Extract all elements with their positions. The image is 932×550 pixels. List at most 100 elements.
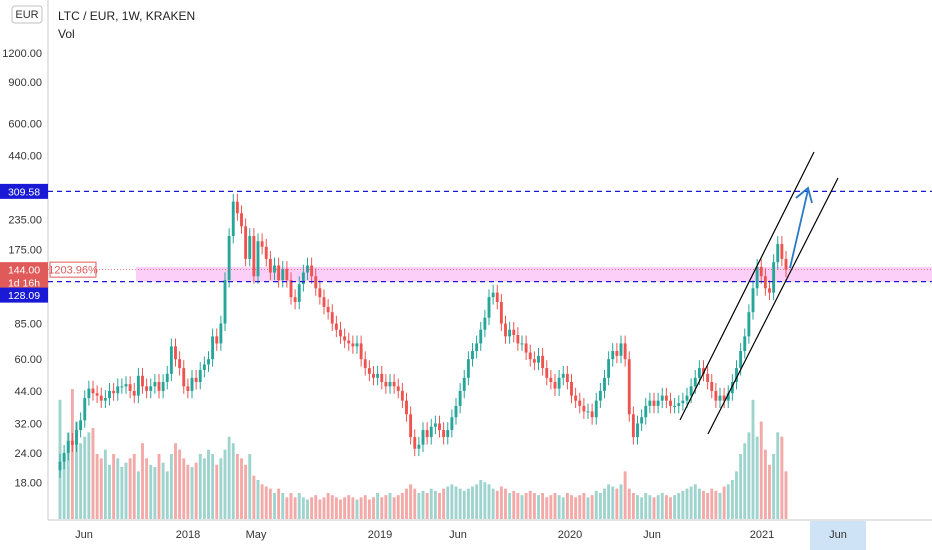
candle[interactable] [95,393,99,396]
candle[interactable] [363,359,367,369]
candle[interactable] [537,355,540,363]
candle[interactable] [487,297,491,318]
candle[interactable] [124,384,128,387]
candle[interactable] [306,265,309,273]
candle[interactable] [351,343,355,347]
candle[interactable] [627,359,631,415]
upper-level-label[interactable] [0,183,48,199]
candle[interactable] [755,266,759,289]
candle[interactable] [458,390,462,406]
candle[interactable] [532,359,536,363]
candle[interactable] [211,336,215,360]
candle[interactable] [186,386,190,391]
candle[interactable] [244,226,248,259]
candle[interactable] [252,236,256,277]
candle[interactable] [706,373,710,382]
candle[interactable] [516,335,520,344]
candle[interactable] [141,375,144,387]
candle[interactable] [673,405,677,407]
channel-upper-line[interactable] [679,151,815,421]
candle[interactable] [631,414,635,438]
candle[interactable] [780,244,784,259]
candle[interactable] [256,241,260,277]
candle[interactable] [433,423,437,427]
candle[interactable] [219,323,223,344]
candle[interactable] [636,423,639,438]
candle[interactable] [656,400,660,406]
candle[interactable] [648,400,652,406]
candle[interactable] [215,336,219,344]
candle[interactable] [607,359,611,378]
candle[interactable] [58,461,62,471]
candle[interactable] [619,343,623,356]
candle[interactable] [669,400,672,406]
currency-badge[interactable] [11,5,43,24]
candle[interactable] [301,272,305,285]
candle[interactable] [598,390,602,401]
candle[interactable] [268,258,272,273]
candle[interactable] [751,288,755,313]
candle[interactable] [739,350,743,369]
candle[interactable] [79,420,83,431]
candle[interactable] [615,350,619,356]
candle[interactable] [169,346,173,374]
current-price-label[interactable] [0,262,48,291]
candle[interactable] [512,329,516,336]
projection-arrow[interactable] [789,189,809,269]
candle[interactable] [784,258,788,270]
candle[interactable] [359,343,363,360]
candle[interactable] [611,350,615,360]
candle[interactable] [574,395,578,401]
candle[interactable] [545,368,549,378]
candle[interactable] [714,390,718,401]
candle[interactable] [355,343,359,347]
candle[interactable] [644,405,648,418]
candle[interactable] [326,306,330,313]
candle[interactable] [273,265,276,273]
candle[interactable] [483,317,487,330]
candle[interactable] [557,377,561,389]
candle[interactable] [174,346,177,360]
candle[interactable] [136,375,140,396]
candle[interactable] [194,377,198,382]
candle[interactable] [75,430,78,445]
candle[interactable] [190,377,194,391]
candle[interactable] [396,386,400,391]
candle[interactable] [710,381,714,391]
candle[interactable] [116,386,120,394]
candle[interactable] [388,381,392,387]
candle[interactable] [652,400,656,406]
candle[interactable] [582,405,586,412]
candle[interactable] [718,395,722,401]
candles[interactable] [58,193,788,478]
candle[interactable] [103,398,107,401]
candle[interactable] [689,386,693,396]
candle[interactable] [479,329,483,344]
candle[interactable] [590,411,594,418]
candle[interactable] [314,276,318,289]
candle[interactable] [87,388,91,399]
candle[interactable] [685,395,689,401]
lower-level-label[interactable] [0,287,48,303]
candle[interactable] [421,430,425,445]
x-axis[interactable]: Jun 2018 May 2019 Jun 2020 Jun 2021 Jun [75,521,866,550]
candle[interactable] [62,452,66,462]
candle[interactable] [207,359,210,365]
candle[interactable] [281,268,285,281]
candle[interactable] [277,265,281,281]
candle[interactable] [466,359,470,378]
candle[interactable] [145,386,149,391]
candle[interactable] [83,398,87,421]
candle[interactable] [660,395,664,401]
candle[interactable] [165,373,169,382]
candle[interactable] [561,373,565,378]
candle[interactable] [248,236,252,259]
candle[interactable] [776,244,780,263]
candle[interactable] [400,390,404,401]
candle[interactable] [471,350,474,360]
candle[interactable] [726,393,730,401]
candle[interactable] [70,440,74,445]
candle[interactable] [417,444,421,449]
candle[interactable] [413,437,417,449]
